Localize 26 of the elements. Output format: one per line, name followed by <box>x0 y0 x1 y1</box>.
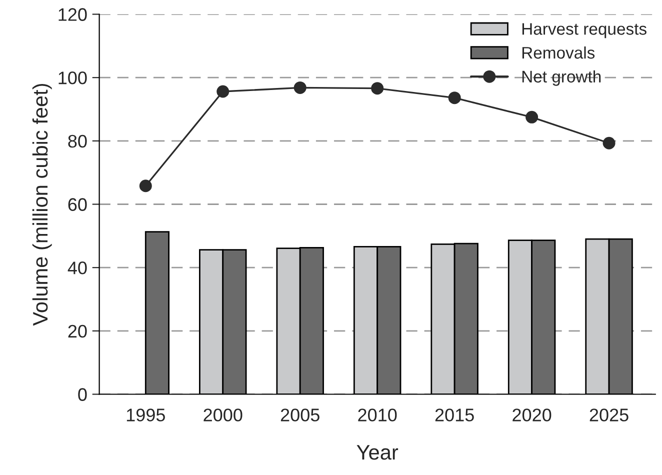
x-tick-label: 2000 <box>204 408 242 422</box>
y-tick-label: 120 <box>58 8 87 21</box>
point <box>216 85 230 98</box>
legend-label: Net growth <box>522 70 601 86</box>
point <box>526 110 538 124</box>
y-axis-title: Volume (million cubic feet) <box>32 84 52 326</box>
point <box>602 136 616 150</box>
legend-label: Removals <box>522 46 595 59</box>
y-tick-label: 0 <box>78 388 87 401</box>
x-tick-label: 2005 <box>280 408 320 422</box>
y-tick-label: 20 <box>68 324 87 338</box>
y-tick-label: 80 <box>68 134 87 148</box>
point <box>371 82 384 95</box>
point <box>448 92 461 104</box>
x-tick-label: 2025 <box>590 408 628 422</box>
legend-label: Harvest requests <box>522 23 646 38</box>
point <box>139 180 152 192</box>
x-axis-title: Year <box>356 445 398 460</box>
x-tick-label: 1995 <box>126 408 165 422</box>
x-tick-label: 2020 <box>512 408 552 422</box>
point <box>294 81 306 94</box>
x-tick-label: 2015 <box>435 408 474 422</box>
y-tick-label: 60 <box>68 198 87 211</box>
y-tick-label: 100 <box>58 72 87 84</box>
y-tick-label: 40 <box>68 262 87 274</box>
x-tick-label: 2010 <box>358 408 397 422</box>
